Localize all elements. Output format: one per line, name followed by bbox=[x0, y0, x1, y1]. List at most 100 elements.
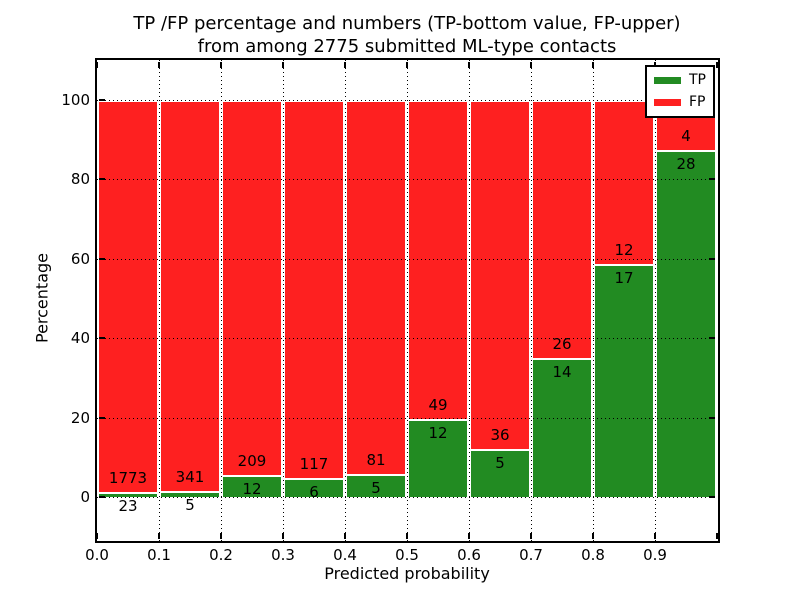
gridline-vertical bbox=[345, 60, 346, 541]
gridline-vertical bbox=[159, 60, 160, 541]
tp-count-label: 12 bbox=[242, 480, 262, 499]
x-tick-bottom bbox=[96, 533, 98, 539]
fp-count-label: 1773 bbox=[108, 468, 148, 487]
x-tick-top bbox=[158, 62, 160, 68]
chart-title: TP /FP percentage and numbers (TP-bottom… bbox=[97, 12, 717, 58]
x-tick-top bbox=[406, 62, 408, 68]
y-tick-left bbox=[99, 178, 105, 181]
y-tick-left bbox=[99, 257, 105, 260]
x-tick-label: 0.7 bbox=[519, 546, 543, 564]
x-tick-top bbox=[282, 62, 284, 68]
tp-count-label: 5 bbox=[371, 478, 381, 497]
bar-tp-segment bbox=[407, 418, 469, 497]
tp-swatch bbox=[654, 77, 681, 84]
y-tick-right bbox=[709, 257, 715, 260]
gridline-vertical bbox=[531, 60, 532, 541]
bar-fp-segment bbox=[531, 100, 593, 359]
x-tick-top bbox=[716, 62, 718, 68]
bar-fp-segment bbox=[221, 100, 283, 476]
y-axis-label: Percentage bbox=[32, 252, 52, 344]
x-tick-label: 0.9 bbox=[643, 546, 667, 564]
legend-item-fp: FP bbox=[654, 95, 706, 110]
bar-tp-segment bbox=[593, 264, 655, 497]
x-tick-label: 0.8 bbox=[581, 546, 605, 564]
fp-count-label: 12 bbox=[614, 241, 634, 260]
x-tick-bottom bbox=[344, 533, 346, 539]
legend-item-tp: TP bbox=[654, 73, 706, 88]
x-tick-bottom bbox=[592, 533, 594, 539]
x-tick-label: 0.3 bbox=[271, 546, 295, 564]
y-tick-left bbox=[99, 416, 105, 419]
gridline-vertical bbox=[283, 60, 284, 541]
y-tick-left bbox=[99, 99, 105, 101]
x-tick-bottom bbox=[158, 533, 160, 539]
fp-count-label: 341 bbox=[175, 468, 205, 487]
y-tick-label: 100 bbox=[61, 91, 90, 109]
bar-tp-segment bbox=[159, 491, 221, 497]
x-axis-label: Predicted probability bbox=[324, 564, 490, 583]
y-tick-right bbox=[709, 337, 715, 340]
bar-fp-segment bbox=[593, 100, 655, 265]
x-tick-bottom bbox=[716, 533, 718, 539]
x-tick-top bbox=[592, 62, 594, 68]
fp-count-label: 81 bbox=[366, 450, 386, 469]
tp-count-label: 12 bbox=[428, 423, 448, 442]
fp-swatch bbox=[654, 99, 681, 106]
fp-count-label: 26 bbox=[552, 335, 572, 354]
tp-count-label: 17 bbox=[614, 269, 634, 288]
bar-tp-segment bbox=[283, 477, 345, 497]
tp-count-label: 5 bbox=[495, 453, 505, 472]
fp-count-label: 209 bbox=[237, 452, 267, 471]
fp-count-label: 49 bbox=[428, 395, 448, 414]
chart-title-line1: TP /FP percentage and numbers (TP-bottom… bbox=[133, 13, 681, 34]
bar-tp-segment bbox=[655, 149, 717, 497]
x-tick-top bbox=[344, 62, 346, 68]
y-tick-left bbox=[99, 496, 105, 498]
y-tick-label: 0 bbox=[80, 488, 90, 506]
x-tick-bottom bbox=[282, 533, 284, 539]
y-tick-left bbox=[99, 337, 105, 340]
x-tick-label: 0.5 bbox=[395, 546, 419, 564]
x-tick-top bbox=[96, 62, 98, 68]
bar-tp-segment bbox=[221, 475, 283, 497]
bar-fp-segment bbox=[283, 100, 345, 478]
fp-count-label: 4 bbox=[681, 126, 691, 145]
tp-count-label: 28 bbox=[676, 154, 696, 173]
x-tick-top bbox=[468, 62, 470, 68]
bar-tp-segment bbox=[531, 358, 593, 497]
fp-count-label: 117 bbox=[299, 454, 329, 473]
x-tick-bottom bbox=[530, 533, 532, 539]
tp-count-label: 6 bbox=[309, 482, 319, 501]
x-tick-bottom bbox=[220, 533, 222, 539]
chart-title-line2: from among 2775 submitted ML-type contac… bbox=[197, 36, 617, 57]
x-tick-label: 0.6 bbox=[457, 546, 481, 564]
legend-label-tp: TP bbox=[689, 72, 706, 88]
x-tick-label: 0.0 bbox=[85, 546, 109, 564]
legend-label-fp: FP bbox=[689, 94, 706, 110]
bar-fp-segment bbox=[159, 100, 221, 492]
bar-tp-segment bbox=[97, 491, 159, 497]
gridline-vertical bbox=[407, 60, 408, 541]
x-tick-label: 0.2 bbox=[209, 546, 233, 564]
x-tick-top bbox=[530, 62, 532, 68]
tp-count-label: 23 bbox=[118, 496, 138, 515]
x-tick-bottom bbox=[468, 533, 470, 539]
y-tick-label: 20 bbox=[70, 408, 90, 427]
y-tick-label: 40 bbox=[70, 329, 90, 348]
bar-tp-segment bbox=[469, 448, 531, 497]
legend: TP FP bbox=[645, 65, 715, 118]
x-tick-bottom bbox=[654, 533, 656, 539]
fp-count-label: 36 bbox=[490, 425, 510, 444]
gridline-vertical bbox=[469, 60, 470, 541]
x-tick-top bbox=[220, 62, 222, 68]
tp-count-label: 5 bbox=[185, 496, 195, 515]
bar-tp-segment bbox=[345, 473, 407, 497]
y-tick-right bbox=[709, 416, 715, 419]
x-tick-bottom bbox=[406, 533, 408, 539]
y-tick-label: 60 bbox=[70, 249, 90, 268]
gridline-vertical bbox=[655, 60, 656, 541]
y-tick-label: 80 bbox=[70, 170, 90, 189]
x-tick-label: 0.4 bbox=[333, 546, 357, 564]
x-tick-label: 0.1 bbox=[147, 546, 171, 564]
